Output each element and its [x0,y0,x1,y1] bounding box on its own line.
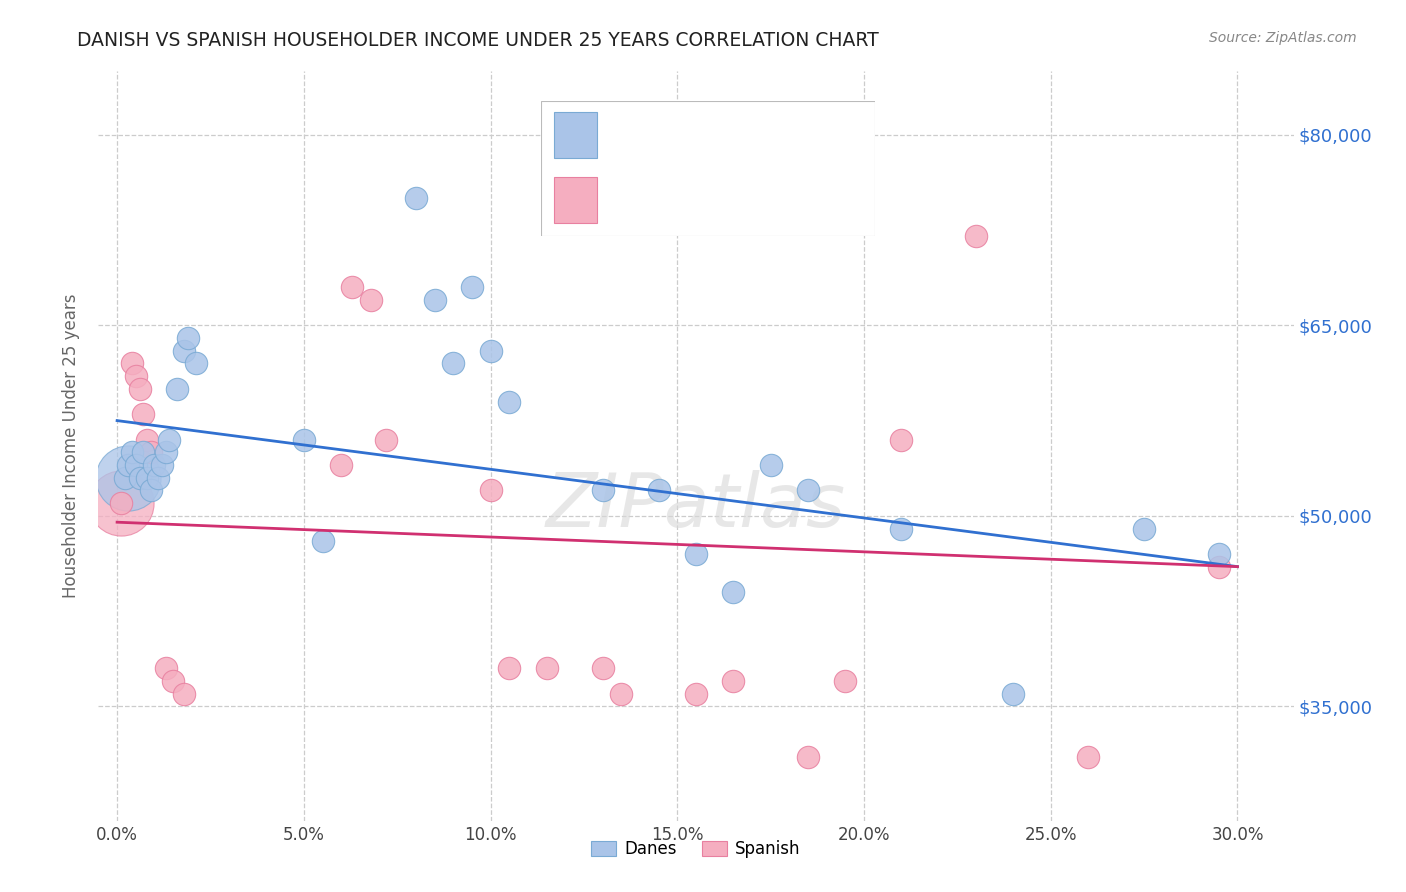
Point [759,458,782,472]
Point [890,522,912,536]
Point [1077,750,1099,764]
Point [121,445,143,459]
Point [723,673,745,688]
Point [498,661,520,675]
Point [1208,559,1230,574]
Text: ZIPatlas: ZIPatlas [546,470,846,542]
Point [461,280,484,294]
Point [536,661,558,675]
Point [128,471,150,485]
Point [125,369,148,384]
Point [685,547,707,561]
Point [342,280,364,294]
Point [647,483,669,498]
Point [1208,547,1230,561]
Legend: Danes, Spanish: Danes, Spanish [585,833,807,864]
Y-axis label: Householder Income Under 25 years: Householder Income Under 25 years [62,293,80,599]
Point [834,673,856,688]
Point [479,343,502,358]
Point [136,471,159,485]
Point [330,458,353,472]
Point [441,356,464,370]
Text: Source: ZipAtlas.com: Source: ZipAtlas.com [1209,31,1357,45]
Point [610,687,633,701]
Point [166,382,188,396]
Point [155,445,177,459]
Point [405,191,427,205]
Point [139,483,162,498]
Point [110,496,132,510]
Point [132,407,155,421]
Point [1133,522,1156,536]
Point [157,433,180,447]
Point [117,471,139,485]
Point [423,293,446,307]
Text: DANISH VS SPANISH HOUSEHOLDER INCOME UNDER 25 YEARS CORRELATION CHART: DANISH VS SPANISH HOUSEHOLDER INCOME UND… [77,31,879,50]
Point [797,750,820,764]
Point [592,483,614,498]
Point [139,445,162,459]
Point [132,445,155,459]
Point [125,458,148,472]
Point [360,293,382,307]
Point [890,433,912,447]
Point [723,585,745,599]
Point [150,458,173,472]
Point [110,496,132,510]
Point [143,458,166,472]
Point [797,483,820,498]
Point [173,343,195,358]
Point [162,673,184,688]
Point [173,687,195,701]
Point [292,433,315,447]
Point [128,382,150,396]
Point [375,433,398,447]
Point [114,471,136,485]
Point [155,661,177,675]
Point [311,534,333,549]
Point [1002,687,1025,701]
Point [121,356,143,370]
Point [177,331,200,345]
Point [498,394,520,409]
Point [136,433,159,447]
Point [685,687,707,701]
Point [148,471,170,485]
Point [117,458,139,472]
Point [965,229,987,244]
Point [184,356,207,370]
Point [479,483,502,498]
Point [592,661,614,675]
